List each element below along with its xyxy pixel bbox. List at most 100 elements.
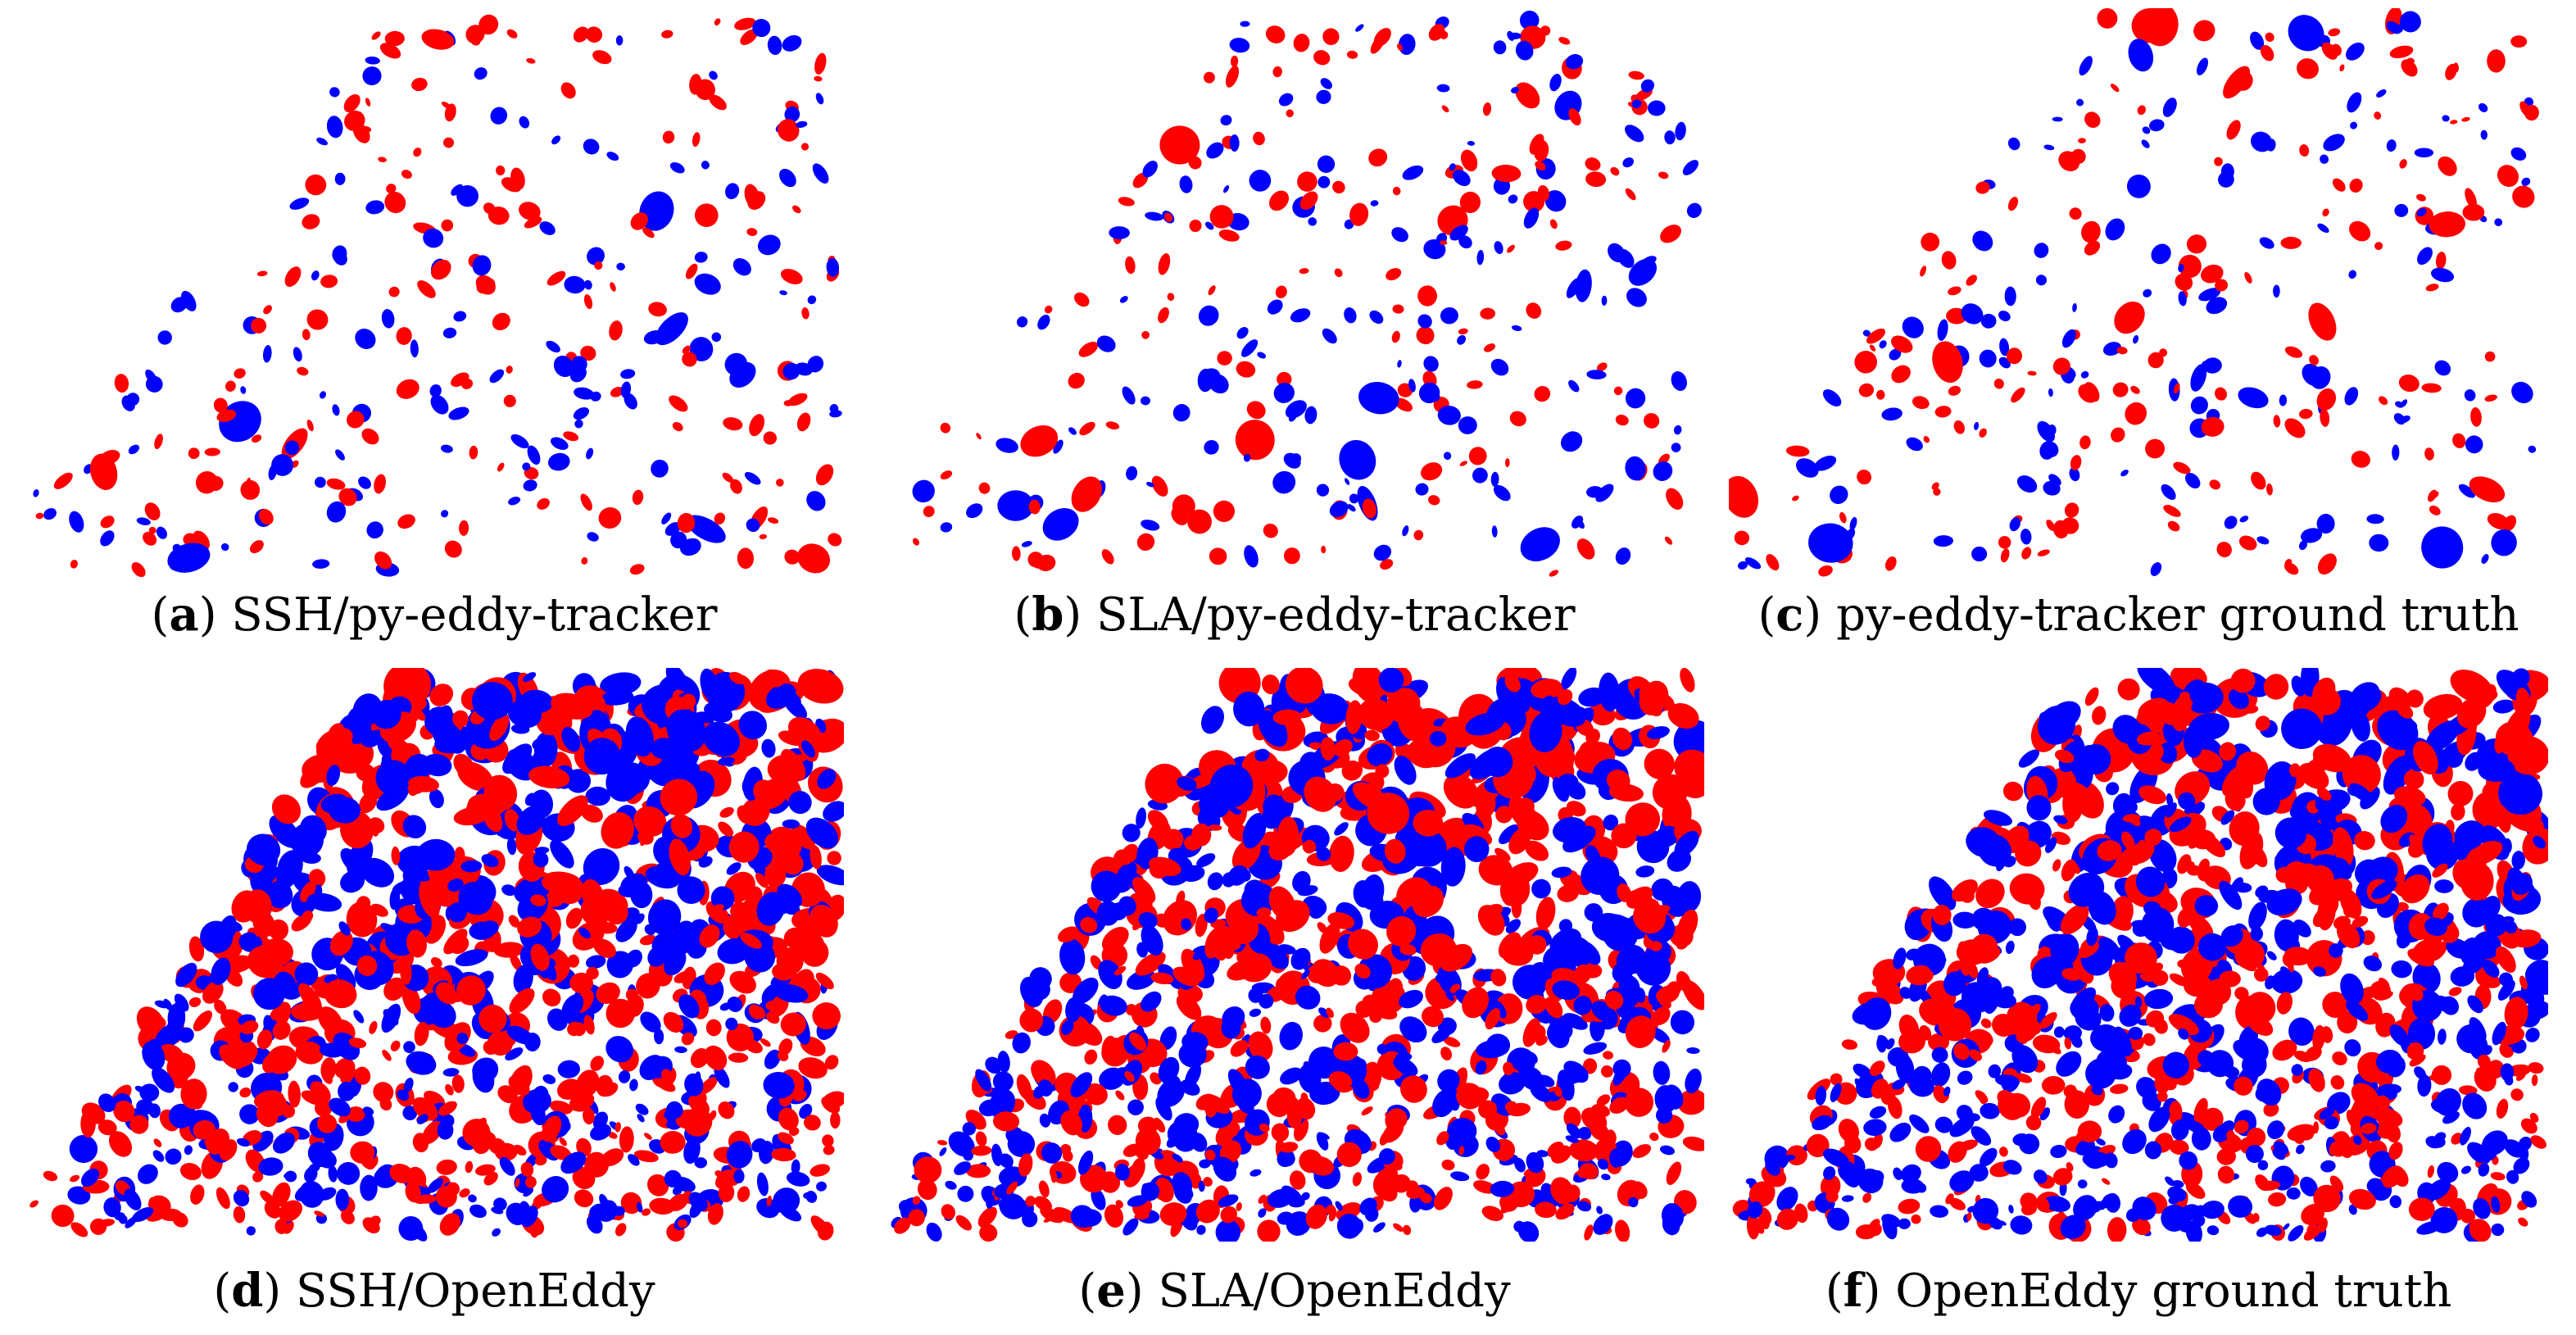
anticyclonic-eddy bbox=[1633, 900, 1667, 934]
cyclonic-eddy bbox=[2190, 396, 2208, 415]
anticyclonic-eddy bbox=[1333, 738, 1353, 757]
anticyclonic-eddy bbox=[1485, 1008, 1501, 1030]
cyclonic-eddy bbox=[806, 491, 826, 511]
cyclonic-eddy bbox=[361, 857, 395, 888]
cyclonic-eddy bbox=[403, 1041, 415, 1053]
cyclonic-eddy bbox=[542, 1176, 569, 1203]
anticyclonic-eddy bbox=[247, 945, 283, 979]
anticyclonic-eddy bbox=[1101, 549, 1114, 565]
anticyclonic-eddy bbox=[2243, 704, 2259, 714]
anticyclonic-eddy bbox=[1101, 1035, 1118, 1060]
anticyclonic-eddy bbox=[2329, 1141, 2339, 1156]
cyclonic-eddy bbox=[402, 815, 427, 839]
cyclonic-eddy bbox=[1445, 992, 1454, 1001]
anticyclonic-eddy bbox=[356, 896, 371, 910]
anticyclonic-eddy bbox=[1217, 351, 1232, 366]
cyclonic-eddy bbox=[1415, 483, 1429, 496]
anticyclonic-eddy bbox=[2143, 1033, 2156, 1047]
anticyclonic-eddy bbox=[2408, 1197, 2435, 1221]
cyclonic-eddy bbox=[939, 1147, 947, 1156]
cyclonic-eddy bbox=[316, 137, 328, 146]
anticyclonic-eddy bbox=[619, 1126, 634, 1153]
anticyclonic-eddy bbox=[386, 184, 397, 194]
cyclonic-eddy bbox=[1554, 90, 1582, 120]
anticyclonic-eddy bbox=[978, 482, 991, 494]
cyclonic-eddy bbox=[329, 1097, 351, 1117]
cyclonic-eddy bbox=[1220, 115, 1232, 126]
cyclonic-eddy bbox=[787, 692, 801, 706]
anticyclonic-eddy bbox=[2297, 58, 2319, 79]
anticyclonic-eddy bbox=[2507, 736, 2548, 775]
anticyclonic-eddy bbox=[2308, 302, 2337, 341]
cyclonic-eddy bbox=[1869, 1106, 1887, 1119]
anticyclonic-eddy bbox=[1522, 1018, 1541, 1047]
cyclonic-eddy bbox=[100, 530, 115, 547]
cyclonic-eddy bbox=[2034, 243, 2049, 258]
cyclonic-eddy bbox=[312, 559, 330, 569]
cyclonic-eddy bbox=[1682, 160, 1698, 175]
anticyclonic-eddy bbox=[2273, 415, 2281, 428]
anticyclonic-eddy bbox=[1428, 24, 1445, 41]
cyclonic-eddy bbox=[2506, 1169, 2519, 1184]
cyclonic-eddy bbox=[2346, 1001, 2369, 1021]
anticyclonic-eddy bbox=[908, 1209, 925, 1227]
cyclonic-eddy bbox=[1158, 1056, 1180, 1083]
cyclonic-eddy bbox=[2224, 1066, 2240, 1078]
anticyclonic-eddy bbox=[89, 1218, 107, 1235]
cyclonic-eddy bbox=[440, 444, 453, 453]
anticyclonic-eddy bbox=[1006, 1181, 1018, 1195]
anticyclonic-eddy bbox=[524, 216, 542, 229]
anticyclonic-eddy bbox=[2496, 946, 2516, 973]
cyclonic-eddy bbox=[2162, 98, 2177, 117]
anticyclonic-eddy bbox=[596, 982, 620, 1005]
anticyclonic-eddy bbox=[1271, 1123, 1290, 1142]
anticyclonic-eddy bbox=[53, 472, 73, 489]
cyclonic-eddy bbox=[389, 888, 401, 910]
anticyclonic-eddy bbox=[1399, 944, 1417, 956]
cyclonic-eddy bbox=[1686, 1047, 1700, 1055]
anticyclonic-eddy bbox=[1603, 1051, 1614, 1060]
cyclonic-eddy bbox=[1290, 947, 1311, 970]
anticyclonic-eddy bbox=[143, 1011, 166, 1028]
anticyclonic-eddy bbox=[2272, 1039, 2297, 1061]
anticyclonic-eddy bbox=[714, 1170, 726, 1178]
anticyclonic-eddy bbox=[668, 1193, 688, 1211]
anticyclonic-eddy bbox=[1531, 679, 1562, 699]
anticyclonic-eddy bbox=[1038, 1180, 1050, 1198]
cyclonic-eddy bbox=[2377, 710, 2419, 751]
anticyclonic-eddy bbox=[390, 1040, 401, 1051]
anticyclonic-eddy bbox=[1260, 1016, 1272, 1034]
anticyclonic-eddy bbox=[2188, 914, 2214, 939]
cyclonic-eddy bbox=[2224, 515, 2238, 529]
cyclonic-eddy bbox=[1971, 1126, 1992, 1146]
cyclonic-eddy bbox=[2274, 853, 2290, 861]
caption-e-letter: e bbox=[1096, 1264, 1126, 1318]
anticyclonic-eddy bbox=[1329, 835, 1354, 873]
cyclonic-eddy bbox=[1126, 465, 1138, 481]
anticyclonic-eddy bbox=[1395, 397, 1413, 412]
anticyclonic-eddy bbox=[1523, 191, 1545, 213]
cyclonic-eddy bbox=[1663, 1084, 1684, 1110]
caption-b-text: SLA/py-eddy-tracker bbox=[1096, 588, 1576, 642]
anticyclonic-eddy bbox=[476, 278, 496, 294]
anticyclonic-eddy bbox=[685, 263, 698, 279]
anticyclonic-eddy bbox=[2007, 197, 2019, 211]
anticyclonic-eddy bbox=[396, 379, 420, 399]
anticyclonic-eddy bbox=[2469, 1219, 2492, 1242]
anticyclonic-eddy bbox=[1975, 1090, 1989, 1103]
anticyclonic-eddy bbox=[763, 669, 784, 688]
cyclonic-eddy bbox=[170, 297, 188, 313]
cyclonic-eddy bbox=[258, 1157, 283, 1176]
cyclonic-eddy bbox=[1347, 504, 1356, 512]
cyclonic-eddy bbox=[319, 391, 327, 399]
cyclonic-eddy bbox=[605, 1036, 634, 1063]
anticyclonic-eddy bbox=[202, 981, 224, 1004]
cyclonic-eddy bbox=[1367, 743, 1393, 767]
anticyclonic-eddy bbox=[828, 533, 842, 547]
anticyclonic-eddy bbox=[2447, 1196, 2459, 1210]
anticyclonic-eddy bbox=[2230, 668, 2256, 693]
cyclonic-eddy bbox=[2141, 907, 2175, 943]
anticyclonic-eddy bbox=[1440, 240, 1448, 245]
cyclonic-eddy bbox=[442, 1068, 460, 1077]
anticyclonic-eddy bbox=[594, 261, 603, 270]
